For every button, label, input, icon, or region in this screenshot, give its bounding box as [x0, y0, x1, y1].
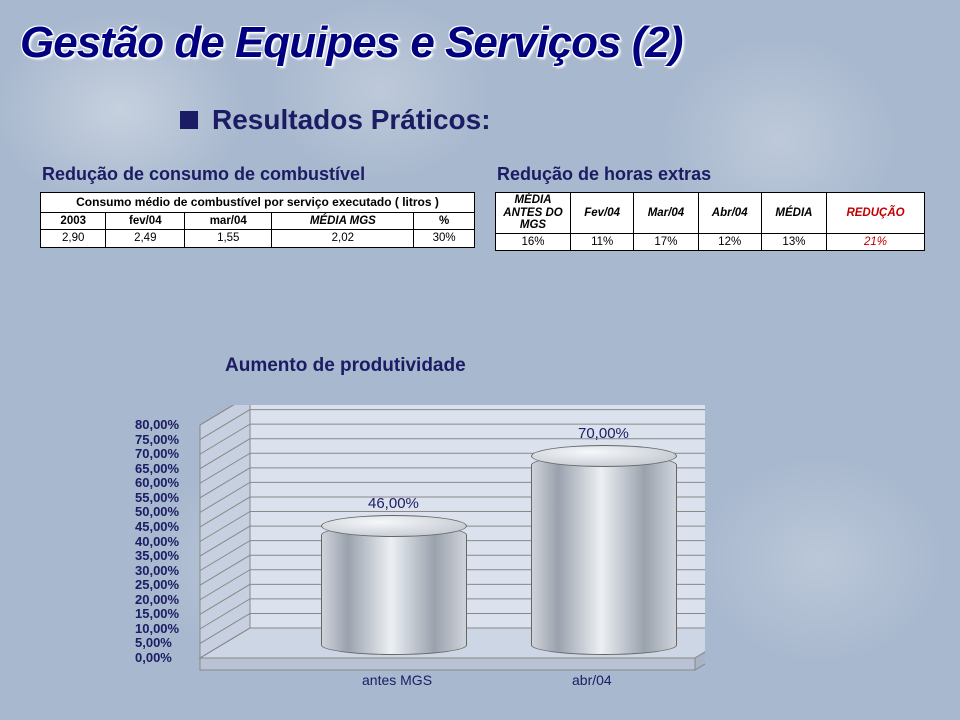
consumo-col: 2003 — [41, 213, 106, 230]
y-tick-label: 5,00% — [135, 635, 172, 650]
y-tick-label: 40,00% — [135, 534, 179, 549]
chart-title: Aumento de produtividade — [225, 355, 466, 377]
bullet-square-icon — [180, 111, 198, 129]
y-tick-label: 55,00% — [135, 490, 179, 505]
horas-cell: 11% — [571, 233, 634, 250]
bar-value-label: 46,00% — [368, 495, 419, 512]
y-tick-label: 30,00% — [135, 563, 179, 578]
consumo-col: fev/04 — [106, 213, 185, 230]
horas-cell: 21% — [827, 233, 925, 250]
horas-col: MÉDIA — [761, 193, 826, 234]
horas-col: Abr/04 — [698, 193, 761, 234]
y-tick-label: 35,00% — [135, 548, 179, 563]
y-tick-label: 25,00% — [135, 577, 179, 592]
horas-cell: 12% — [698, 233, 761, 250]
y-tick-label: 60,00% — [135, 475, 179, 490]
horas-cell: 13% — [761, 233, 826, 250]
y-tick-label: 80,00% — [135, 417, 179, 432]
consumo-col: MÉDIA MGS — [272, 213, 414, 230]
y-tick-label: 15,00% — [135, 606, 179, 621]
y-tick-label: 65,00% — [135, 461, 179, 476]
horas-cell: 16% — [496, 233, 571, 250]
y-tick-label: 0,00% — [135, 650, 172, 665]
horas-cell: 17% — [634, 233, 698, 250]
consumo-table: Consumo médio de combustível por serviço… — [40, 192, 475, 248]
y-tick-label: 10,00% — [135, 621, 179, 636]
y-tick-label: 75,00% — [135, 432, 179, 447]
horas-col: Fev/04 — [571, 193, 634, 234]
horas-col: REDUÇÃO — [827, 193, 925, 234]
bar-value-label: 70,00% — [578, 425, 629, 442]
consumo-cell: 30% — [414, 230, 475, 247]
consumo-col: mar/04 — [185, 213, 272, 230]
horas-col: Mar/04 — [634, 193, 698, 234]
bullet-text: Resultados Práticos: — [212, 104, 491, 136]
horas-col: MÉDIAANTES DOMGS — [496, 193, 571, 234]
category-label: antes MGS — [362, 672, 432, 688]
horas-label: Redução de horas extras — [497, 164, 711, 185]
category-label: abr/04 — [572, 672, 612, 688]
bar-cylinder — [531, 445, 677, 647]
y-tick-label: 70,00% — [135, 446, 179, 461]
bullet-row: Resultados Práticos: — [180, 104, 491, 136]
consumo-cell: 2,02 — [272, 230, 414, 247]
y-tick-label: 50,00% — [135, 504, 179, 519]
consumo-table-header: Consumo médio de combustível por serviço… — [41, 193, 475, 213]
y-tick-label: 20,00% — [135, 592, 179, 607]
consumo-cell: 2,49 — [106, 230, 185, 247]
consumo-cell: 2,90 — [41, 230, 106, 247]
consumo-label: Redução de consumo de combustível — [42, 164, 365, 185]
consumo-col: % — [414, 213, 475, 230]
page-title: Gestão de Equipes e Serviços (2) — [20, 18, 682, 68]
horas-table: MÉDIAANTES DOMGSFev/04Mar/04Abr/04MÉDIAR… — [495, 192, 925, 251]
y-tick-label: 45,00% — [135, 519, 179, 534]
productivity-chart: 0,00%5,00%10,00%15,00%20,00%25,00%30,00%… — [135, 405, 705, 680]
consumo-cell: 1,55 — [185, 230, 272, 247]
bar-cylinder — [321, 515, 467, 647]
